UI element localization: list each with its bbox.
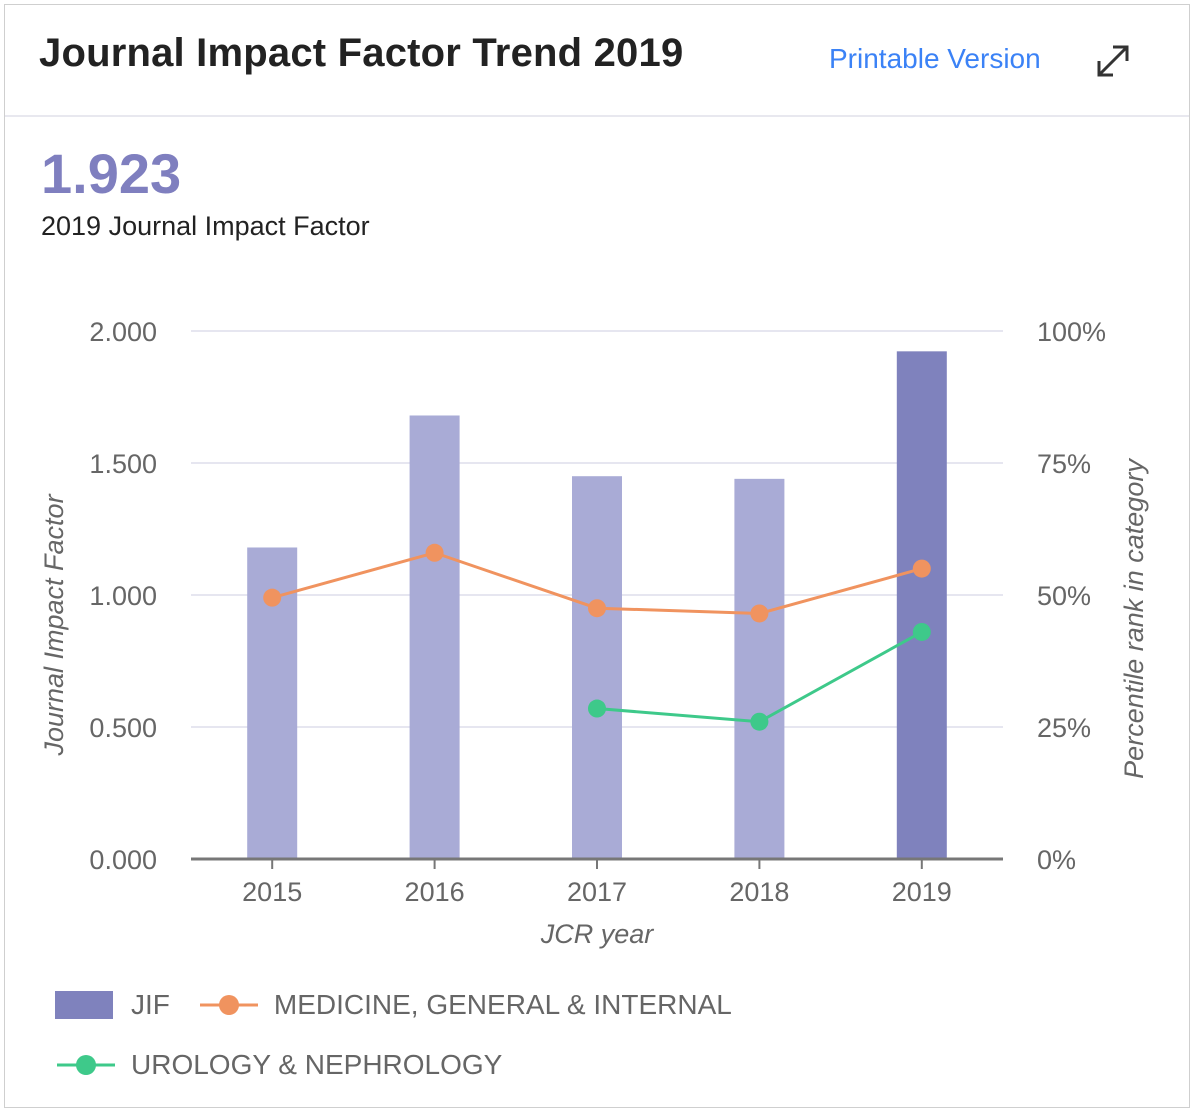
point-urology xyxy=(912,622,931,641)
point-medicine xyxy=(425,543,444,562)
y-tick-label: 0.500 xyxy=(89,713,157,743)
x-tick-label: 2018 xyxy=(729,877,789,907)
point-urology xyxy=(750,712,769,731)
y-right-tick-label: 50% xyxy=(1037,581,1091,611)
legend-swatch-jif xyxy=(55,991,113,1019)
card-header: Journal Impact Factor Trend 2019 Printab… xyxy=(5,5,1189,117)
x-tick-label: 2015 xyxy=(242,877,302,907)
point-medicine xyxy=(912,559,931,578)
bar-jif xyxy=(572,476,622,859)
y-tick-label: 1.000 xyxy=(89,581,157,611)
point-medicine xyxy=(588,599,606,618)
legend-row-1: JIF MEDICINE, GENERAL & INTERNAL xyxy=(55,989,732,1021)
y-tick-label: 1.500 xyxy=(89,449,157,479)
current-jif-value: 1.923 xyxy=(41,142,182,205)
legend-swatch-urology xyxy=(57,1055,115,1075)
current-jif-caption: 2019 Journal Impact Factor xyxy=(41,211,370,241)
legend-label-urology: UROLOGY & NEPHROLOGY xyxy=(131,1049,503,1080)
bar-jif xyxy=(409,415,460,859)
x-tick-label: 2016 xyxy=(405,877,465,907)
y-right-tick-label: 75% xyxy=(1037,449,1091,479)
x-tick-label: 2019 xyxy=(892,877,952,907)
y-right-tick-label: 0% xyxy=(1037,845,1076,875)
jif-trend-card: Journal Impact Factor Trend 2019 Printab… xyxy=(4,4,1190,1108)
y-right-axis-title: Percentile rank in category xyxy=(1119,458,1149,779)
x-tick-label: 2017 xyxy=(567,877,627,907)
expand-icon[interactable] xyxy=(1091,39,1135,83)
legend-label-jif: JIF xyxy=(131,989,170,1020)
legend-swatch-medicine xyxy=(199,995,258,1015)
y-right-tick-label: 100% xyxy=(1037,317,1106,347)
legend-label-medicine: MEDICINE, GENERAL & INTERNAL xyxy=(273,989,732,1020)
card-title: Journal Impact Factor Trend 2019 xyxy=(39,31,684,75)
point-medicine xyxy=(263,588,282,607)
y-tick-label: 2.000 xyxy=(89,317,157,347)
jif-trend-chart: 0.000 0% 0.500 25% 1.000 50% 1.500 75% 2.000 100%… xyxy=(39,317,1149,949)
x-axis-title: JCR year xyxy=(540,919,655,949)
point-medicine xyxy=(750,604,769,623)
legend-row-2: UROLOGY & NEPHROLOGY xyxy=(55,1049,502,1081)
point-urology xyxy=(588,699,606,718)
printable-version-link[interactable]: Printable Version xyxy=(829,43,1041,74)
y-axis-title: Journal Impact Factor xyxy=(39,493,69,756)
y-tick-label: 0.000 xyxy=(89,845,157,875)
bar-jif xyxy=(896,351,947,859)
y-right-tick-label: 25% xyxy=(1037,713,1091,743)
bar-jif xyxy=(734,478,785,859)
